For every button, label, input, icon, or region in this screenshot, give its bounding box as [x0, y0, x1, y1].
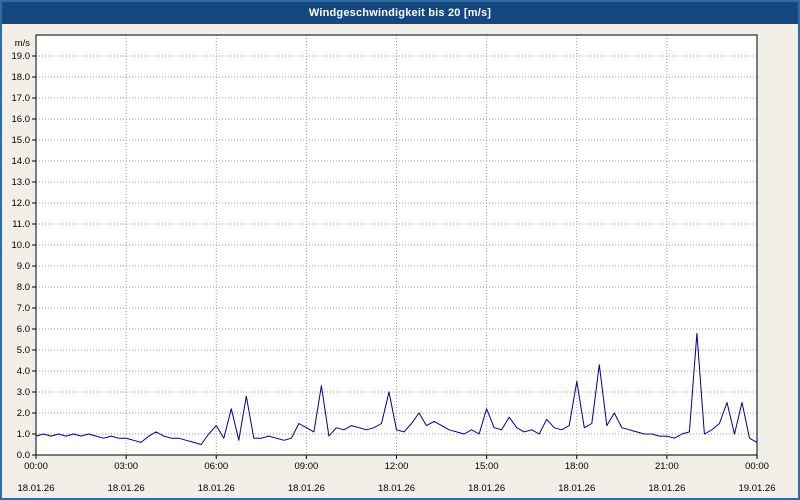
y-tick-label: 4.0	[17, 366, 30, 377]
y-tick-label: 18.0	[12, 72, 31, 83]
y-axis-labels: 0.0 1.0 2.0 3.0 4.0 5.0 6.0 7.0 8.0 9.0 10.0 11.0 12…	[12, 38, 31, 461]
axes	[32, 34, 758, 459]
x-tick-date-label: 18.01.26	[288, 483, 325, 494]
y-tick-label: 8.0	[17, 282, 30, 293]
y-tick-label: 10.0	[12, 240, 31, 251]
y-tick-label: 6.0	[17, 324, 30, 335]
y-tick-label: 19.0	[12, 51, 31, 62]
y-tick-label: 15.0	[12, 135, 31, 146]
x-tick-time-label: 09:00	[294, 461, 318, 472]
chart-region: 0.0 1.0 2.0 3.0 4.0 5.0 6.0 7.0 8.0 9.0 10.0 11.0 12…	[2, 24, 798, 498]
y-tick-label: 13.0	[12, 177, 31, 188]
x-tick-time-label: 18:00	[565, 461, 589, 472]
y-tick-label: 12.0	[12, 198, 31, 209]
chart-title: Windgeschwindigkeit bis 20 [m/s]	[308, 7, 492, 19]
y-tick-label: 2.0	[17, 408, 30, 419]
x-tick-date-label: 18.01.26	[198, 483, 235, 494]
x-tick-date-label: 18.01.26	[648, 483, 685, 494]
x-tick-time-label: 12:00	[385, 461, 409, 472]
wind-speed-series-line	[35, 332, 758, 445]
x-tick-time-label: 00:00	[745, 461, 769, 472]
x-tick-date-label: 19.01.26	[739, 483, 776, 494]
x-tick-time-label: 03:00	[114, 461, 138, 472]
chart-title-bar: Windgeschwindigkeit bis 20 [m/s]	[2, 2, 798, 24]
x-tick-date-label: 18.01.26	[558, 483, 595, 494]
y-tick-label: 1.0	[17, 429, 30, 440]
wind-speed-line-chart: 0.0 1.0 2.0 3.0 4.0 5.0 6.0 7.0 8.0 9.0 10.0 11.0 12…	[12, 34, 776, 494]
y-tick-label: 3.0	[17, 387, 30, 398]
gridlines	[36, 35, 757, 455]
y-tick-label: 7.0	[17, 303, 30, 314]
x-tick-time-label: 15:00	[475, 461, 499, 472]
x-tick-date-label: 18.01.26	[378, 483, 415, 494]
y-axis-unit-label: m/s	[15, 38, 31, 49]
y-tick-label: 16.0	[12, 114, 31, 125]
x-tick-time-label: 06:00	[204, 461, 228, 472]
y-tick-label: 14.0	[12, 156, 31, 167]
y-tick-label: 9.0	[17, 261, 30, 272]
x-axis-labels: 00:00 18.01.26 03:00 18.01.26 06:00 18.01.26 0…	[18, 461, 776, 494]
x-tick-date-label: 18.01.26	[468, 483, 505, 494]
x-tick-date-label: 18.01.26	[108, 483, 145, 494]
y-tick-label: 17.0	[12, 93, 31, 104]
y-tick-label: 0.0	[17, 450, 30, 461]
y-tick-label: 5.0	[17, 345, 30, 356]
x-tick-time-label: 21:00	[655, 461, 679, 472]
x-tick-time-label: 00:00	[24, 461, 48, 472]
y-tick-label: 11.0	[12, 219, 30, 230]
x-tick-date-label: 18.01.26	[18, 483, 55, 494]
